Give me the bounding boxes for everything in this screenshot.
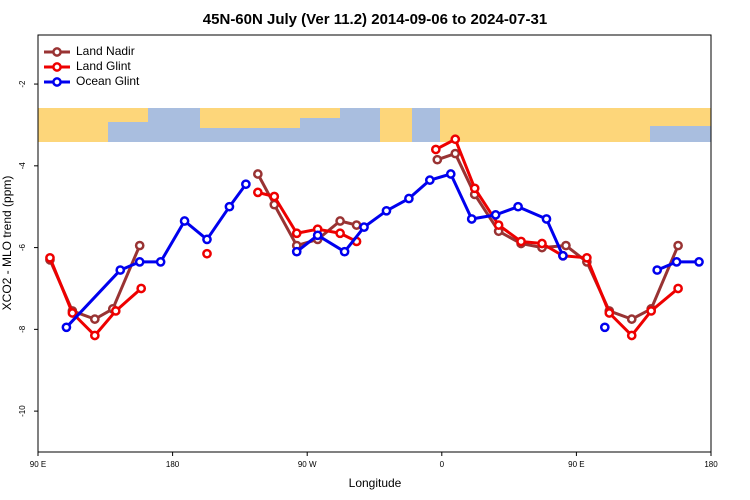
series-marker bbox=[241, 179, 251, 190]
series-marker bbox=[110, 306, 121, 316]
legend-label: Land Nadir bbox=[76, 44, 135, 58]
series-marker bbox=[513, 201, 523, 212]
series-marker bbox=[558, 250, 568, 261]
series-marker bbox=[351, 220, 362, 230]
series-marker bbox=[202, 248, 212, 259]
series-line bbox=[48, 152, 680, 321]
series-marker bbox=[404, 193, 414, 204]
y-tick-label: -10 bbox=[18, 405, 27, 417]
x-tick-label: 90 W bbox=[298, 460, 317, 469]
series-marker bbox=[450, 148, 461, 159]
series-marker bbox=[45, 252, 55, 263]
series-marker bbox=[291, 228, 302, 239]
series-marker bbox=[450, 134, 461, 145]
series-marker bbox=[252, 187, 263, 198]
series-marker bbox=[466, 214, 477, 224]
series-marker bbox=[134, 257, 145, 267]
series-marker bbox=[541, 214, 552, 224]
series-marker bbox=[335, 228, 345, 239]
x-tick-label: 90 E bbox=[568, 460, 584, 469]
series-line bbox=[65, 172, 700, 329]
series-marker bbox=[89, 330, 100, 341]
series-marker bbox=[430, 144, 441, 155]
series-marker bbox=[490, 210, 501, 220]
series-marker bbox=[445, 169, 456, 179]
series-marker bbox=[67, 308, 78, 318]
series-marker bbox=[626, 314, 637, 324]
series-marker bbox=[359, 222, 369, 232]
legend-marker bbox=[52, 47, 62, 57]
series-marker bbox=[335, 216, 345, 226]
x-axis-label: Longitude bbox=[349, 476, 402, 490]
series-marker bbox=[155, 257, 166, 267]
y-tick-label: -2 bbox=[18, 80, 27, 88]
series-marker bbox=[202, 234, 212, 245]
series-marker bbox=[89, 314, 100, 324]
series-marker bbox=[381, 205, 392, 216]
legend-marker bbox=[52, 77, 62, 87]
series-marker bbox=[626, 330, 637, 341]
series-line bbox=[48, 137, 680, 337]
x-tick-label: 90 E bbox=[30, 460, 46, 469]
series-marker bbox=[694, 257, 704, 267]
series-marker bbox=[652, 265, 663, 275]
series-marker bbox=[673, 240, 683, 251]
y-tick-label: -6 bbox=[18, 243, 27, 251]
series-marker bbox=[339, 246, 350, 257]
series-marker bbox=[115, 265, 126, 275]
series-marker bbox=[269, 191, 280, 202]
y-tick-label: -4 bbox=[18, 162, 27, 170]
map-strip bbox=[38, 108, 711, 142]
legend-marker bbox=[52, 62, 62, 72]
y-tick-label: -8 bbox=[18, 325, 27, 333]
series-marker bbox=[516, 236, 526, 247]
series-marker bbox=[424, 175, 435, 185]
series-marker bbox=[671, 257, 682, 267]
y-axis-label: XCO2 - MLO trend (ppm) bbox=[0, 176, 14, 311]
legend-label: Ocean Glint bbox=[76, 74, 140, 88]
series-marker bbox=[224, 201, 235, 212]
series-marker bbox=[582, 252, 592, 263]
series-marker bbox=[469, 183, 480, 194]
series-marker bbox=[179, 216, 190, 226]
plot-frame bbox=[37, 34, 712, 453]
chart-title: 45N-60N July (Ver 11.2) 2014-09-06 to 20… bbox=[203, 11, 547, 28]
series-marker bbox=[252, 169, 263, 179]
x-tick-label: 0 bbox=[440, 460, 445, 469]
x-tick-label: 180 bbox=[704, 460, 718, 469]
series-marker bbox=[134, 240, 145, 251]
series-marker bbox=[604, 308, 615, 318]
series-marker bbox=[291, 246, 302, 257]
series-marker bbox=[61, 322, 72, 333]
legend-label: Land Glint bbox=[76, 59, 131, 73]
series-marker bbox=[312, 230, 323, 241]
series-marker bbox=[646, 306, 657, 316]
x-tick-label: 180 bbox=[166, 460, 180, 469]
series-marker bbox=[136, 283, 147, 294]
series-marker bbox=[432, 154, 443, 165]
series-marker bbox=[673, 283, 683, 294]
series-marker bbox=[561, 240, 571, 251]
series-marker bbox=[537, 238, 547, 249]
series-marker bbox=[599, 322, 610, 333]
series-marker bbox=[493, 220, 504, 230]
